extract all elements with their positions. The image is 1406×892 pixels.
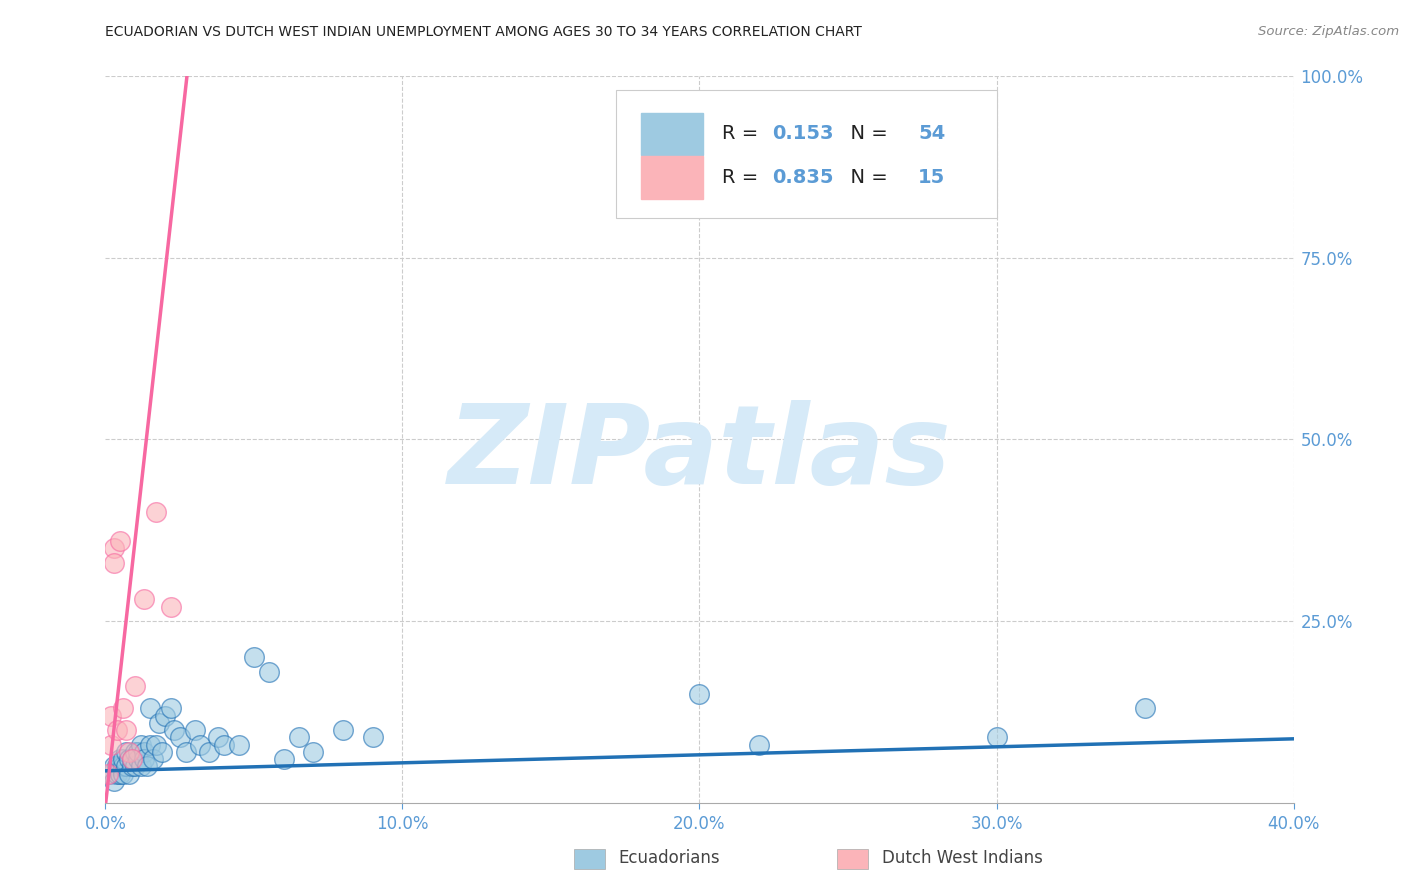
Text: ZIPatlas: ZIPatlas xyxy=(447,401,952,508)
Text: Dutch West Indians: Dutch West Indians xyxy=(882,849,1042,867)
Point xyxy=(100,766,122,780)
Point xyxy=(748,738,770,752)
Point xyxy=(100,738,122,752)
Point xyxy=(142,752,165,766)
Text: 15: 15 xyxy=(918,168,945,187)
Point xyxy=(110,759,132,773)
Text: 0.835: 0.835 xyxy=(772,168,834,187)
Point xyxy=(112,752,135,766)
Point xyxy=(97,766,120,780)
Point xyxy=(103,759,125,773)
Text: Ecuadorians: Ecuadorians xyxy=(619,849,720,867)
Point xyxy=(174,745,197,759)
Point xyxy=(127,745,149,759)
Point xyxy=(132,592,155,607)
Point xyxy=(110,534,132,549)
Point xyxy=(139,738,162,752)
Point xyxy=(190,738,212,752)
Point xyxy=(121,759,143,773)
Point xyxy=(153,708,176,723)
Point xyxy=(118,752,141,766)
Point xyxy=(287,731,309,745)
Point xyxy=(124,759,146,773)
Point xyxy=(257,665,280,679)
Point xyxy=(105,759,128,773)
Point xyxy=(228,738,250,752)
Point xyxy=(112,759,135,773)
Point xyxy=(169,731,191,745)
Point xyxy=(302,745,325,759)
Text: N =: N = xyxy=(838,168,894,187)
Point xyxy=(105,723,128,737)
Point xyxy=(118,766,141,780)
Point xyxy=(332,723,354,737)
Point xyxy=(986,731,1008,745)
Point xyxy=(145,505,167,519)
Point xyxy=(207,731,229,745)
Point xyxy=(112,766,135,780)
Point xyxy=(361,731,384,745)
FancyBboxPatch shape xyxy=(641,156,703,199)
Text: 0.153: 0.153 xyxy=(772,125,834,144)
Point xyxy=(129,738,152,752)
Point xyxy=(115,745,138,759)
Point xyxy=(110,752,132,766)
Point xyxy=(129,759,152,773)
FancyBboxPatch shape xyxy=(641,112,703,155)
Point xyxy=(689,687,711,701)
Text: Source: ZipAtlas.com: Source: ZipAtlas.com xyxy=(1258,25,1399,38)
Text: N =: N = xyxy=(838,125,894,144)
Point xyxy=(121,752,143,766)
Point xyxy=(115,759,138,773)
Text: 54: 54 xyxy=(918,125,945,144)
Point xyxy=(127,752,149,766)
Point xyxy=(103,556,125,570)
Point xyxy=(159,599,181,614)
Text: R =: R = xyxy=(723,168,765,187)
Point xyxy=(198,745,221,759)
Point xyxy=(136,759,159,773)
Bar xyxy=(837,849,868,869)
Point xyxy=(183,723,205,737)
Point xyxy=(121,752,143,766)
Point xyxy=(100,708,122,723)
Bar xyxy=(574,849,605,869)
Point xyxy=(1133,701,1156,715)
Point xyxy=(243,650,266,665)
Point xyxy=(115,723,138,737)
Point xyxy=(103,541,125,556)
Point xyxy=(103,774,125,789)
Point xyxy=(148,715,170,730)
Point xyxy=(163,723,186,737)
Text: ECUADORIAN VS DUTCH WEST INDIAN UNEMPLOYMENT AMONG AGES 30 TO 34 YEARS CORRELATI: ECUADORIAN VS DUTCH WEST INDIAN UNEMPLOY… xyxy=(105,25,862,39)
Point xyxy=(118,745,141,759)
Point xyxy=(124,680,146,694)
Point xyxy=(214,738,236,752)
Point xyxy=(150,745,173,759)
FancyBboxPatch shape xyxy=(616,90,997,218)
Point xyxy=(139,701,162,715)
Point xyxy=(124,745,146,759)
Point xyxy=(112,701,135,715)
Point xyxy=(145,738,167,752)
Point xyxy=(132,745,155,759)
Point xyxy=(273,752,295,766)
Point xyxy=(110,766,132,780)
Point xyxy=(105,766,128,780)
Point xyxy=(159,701,181,715)
Text: R =: R = xyxy=(723,125,765,144)
Point xyxy=(132,752,155,766)
